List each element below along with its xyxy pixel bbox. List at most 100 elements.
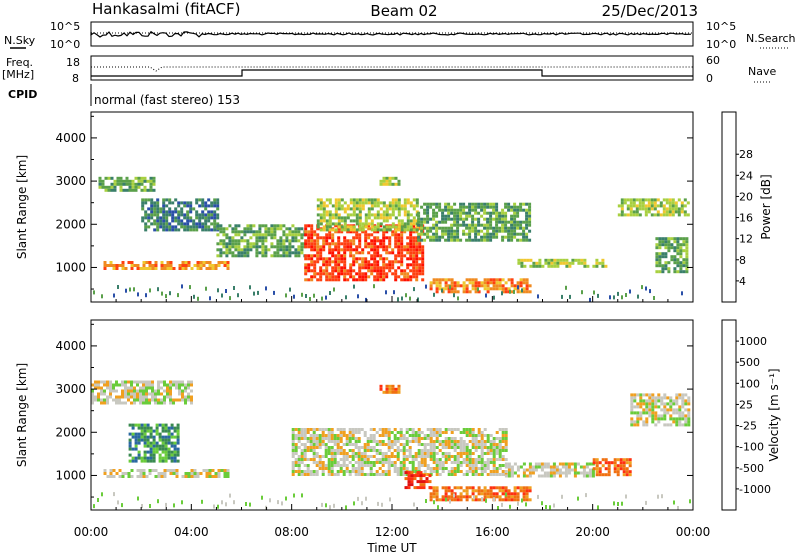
velocity-cell	[115, 389, 118, 393]
power-cell	[477, 238, 481, 242]
velocity-cell	[585, 462, 589, 466]
velocity-cell	[187, 386, 190, 390]
power-cell	[364, 257, 368, 261]
power-cell	[403, 225, 407, 229]
power-cell	[367, 236, 371, 240]
velocity-cell	[648, 393, 652, 397]
velocity-cell	[300, 452, 304, 455]
power-cell	[225, 227, 229, 231]
power-cell	[471, 278, 475, 282]
velocity-cell	[327, 458, 331, 461]
power-cell	[124, 267, 128, 270]
power-cell	[252, 233, 256, 237]
velocity-cell	[134, 441, 138, 445]
power-cell	[456, 226, 460, 230]
power-cell	[137, 182, 141, 186]
power-cell	[495, 278, 499, 282]
velocity-cell	[616, 470, 620, 474]
velocity-cell	[531, 465, 535, 469]
power-cell	[367, 242, 371, 246]
velocity-cell	[677, 506, 679, 510]
velocity-cell	[684, 402, 688, 406]
velocity-cell	[396, 440, 400, 443]
power-cell	[316, 260, 320, 264]
power-cell	[586, 264, 590, 268]
velocity-cell	[537, 494, 539, 499]
power-cell	[162, 225, 166, 229]
power-cell	[352, 228, 356, 232]
power-cell	[304, 269, 308, 273]
velocity-cell	[196, 472, 200, 475]
velocity-cell	[205, 469, 209, 472]
velocity-cell	[321, 502, 323, 507]
velocity-cell	[592, 467, 596, 471]
power-cell	[142, 264, 146, 267]
power-cell	[394, 207, 398, 211]
velocity-cell	[607, 473, 611, 477]
power-cell	[168, 225, 172, 229]
power-cell	[400, 278, 404, 282]
power-cell	[489, 232, 493, 236]
velocity-cell	[221, 500, 223, 505]
velocity-cell	[170, 426, 174, 430]
velocity-cell	[553, 503, 555, 508]
velocity-cell	[447, 443, 451, 446]
power-cell	[240, 248, 244, 252]
velocity-cell	[303, 434, 307, 437]
power-cell	[400, 242, 404, 246]
velocity-cell	[133, 395, 136, 399]
velocity-cell	[468, 452, 472, 455]
velocity-cell	[128, 453, 132, 457]
power-cell	[394, 176, 398, 180]
power-cell	[403, 278, 407, 282]
velocity-cell	[303, 473, 307, 476]
velocity-cell	[462, 452, 466, 455]
velocity-cell	[157, 389, 160, 393]
velocity-cell	[369, 440, 373, 443]
power-cell	[391, 207, 395, 211]
power-cell	[370, 233, 374, 237]
power-cell	[337, 257, 341, 261]
power-cell	[679, 249, 683, 253]
power-cell	[365, 297, 367, 302]
power-cell	[486, 278, 490, 282]
velocity-cell	[630, 405, 634, 409]
x-tick-label: 04:00	[174, 525, 209, 539]
velocity-cell	[495, 486, 499, 490]
velocity-cell	[552, 468, 556, 472]
velocity-cell	[387, 446, 391, 449]
velocity-cell	[450, 467, 454, 470]
colorbar-tick-label: 20	[739, 190, 753, 203]
power-cell	[379, 269, 383, 273]
power-cell	[471, 238, 475, 242]
power-cell	[143, 176, 147, 180]
power-cell	[668, 210, 672, 214]
power-cell	[152, 179, 156, 183]
velocity-cell	[459, 437, 463, 440]
power-cell	[147, 198, 151, 202]
velocity-cell	[103, 383, 106, 387]
power-cell	[205, 261, 209, 264]
power-cell	[388, 216, 392, 220]
velocity-cell	[399, 467, 403, 470]
power-cell	[412, 266, 416, 270]
power-cell	[492, 232, 496, 236]
power-cell	[522, 226, 526, 230]
velocity-cell	[375, 461, 379, 464]
power-cell	[171, 228, 175, 232]
velocity-cell	[622, 467, 626, 471]
velocity-cell	[130, 469, 134, 472]
power-cell	[246, 224, 250, 228]
velocity-cell	[336, 437, 340, 440]
velocity-cell	[297, 461, 301, 464]
power-cell	[656, 210, 660, 214]
power-cell	[465, 217, 469, 221]
velocity-cell	[591, 471, 595, 475]
power-cell	[159, 210, 163, 214]
velocity-cell	[456, 495, 460, 499]
velocity-cell	[146, 426, 150, 430]
power-cell	[328, 272, 332, 276]
velocity-cell	[402, 455, 406, 458]
power-cell	[261, 242, 265, 246]
velocity-cell	[351, 437, 355, 440]
